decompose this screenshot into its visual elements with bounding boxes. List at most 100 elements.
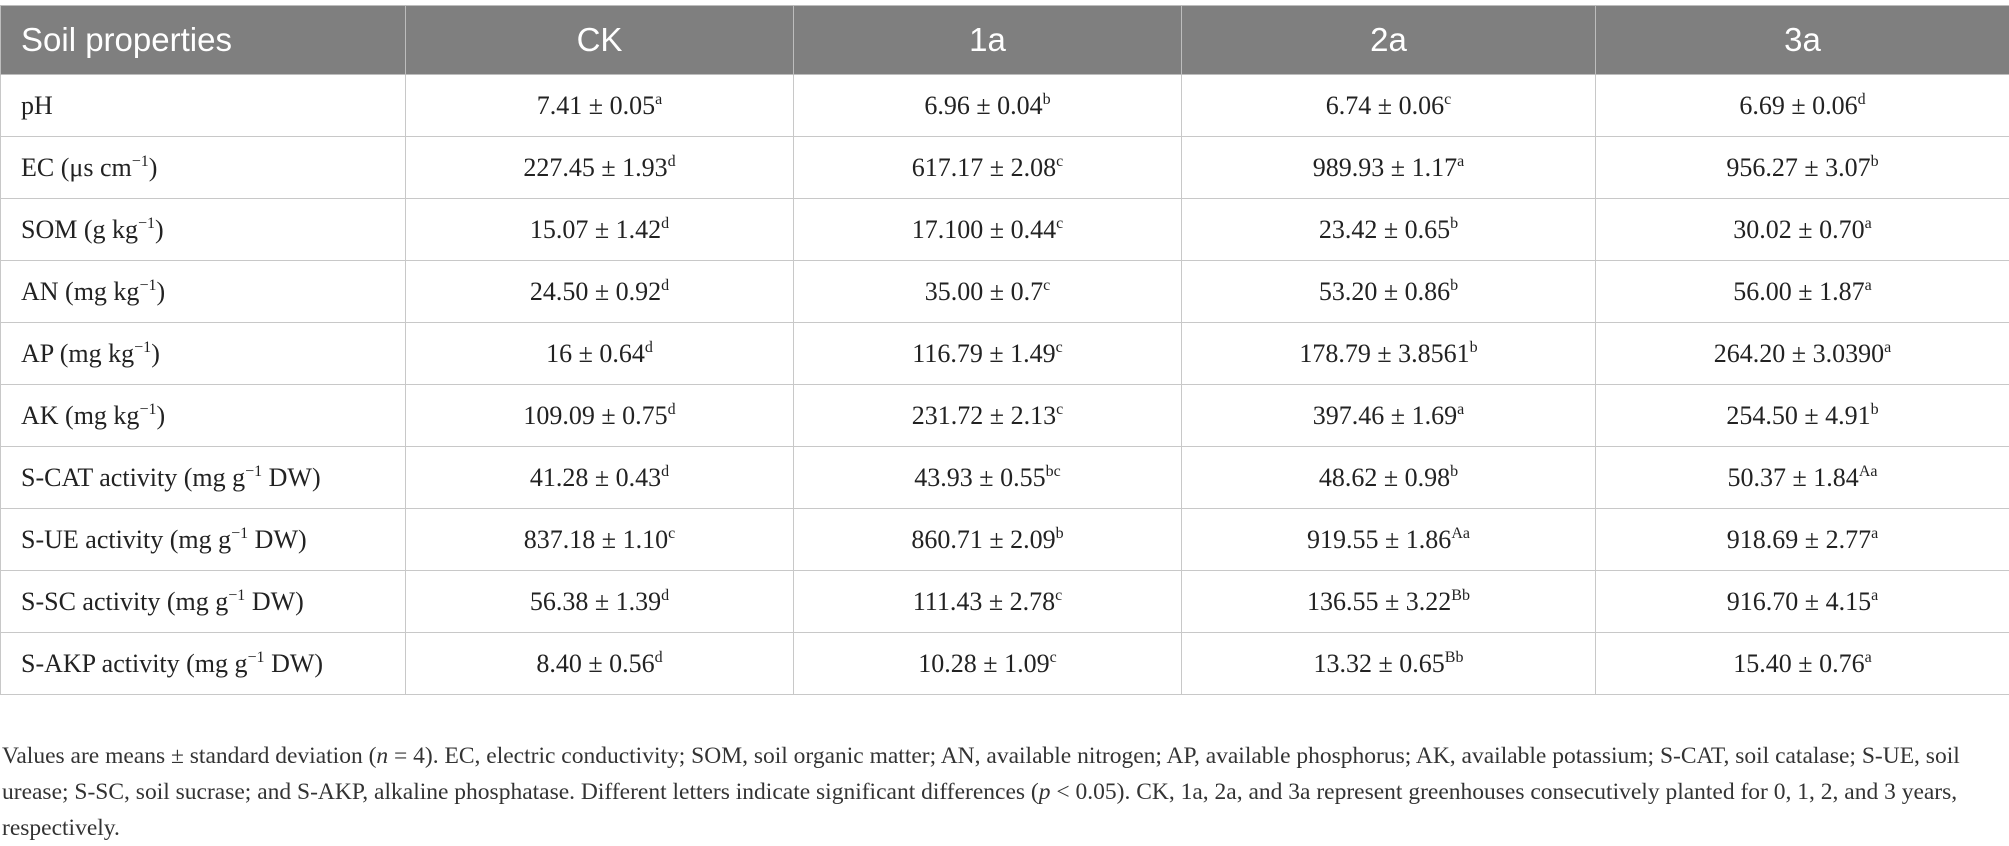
value-cell: 264.20 ± 3.0390a [1596,323,2009,385]
row-label: pH [1,75,406,137]
cell-value: 56.00 ± 1.87 [1733,277,1864,306]
row-label: S-CAT activity (mg g−1 DW) [1,447,406,509]
italic-symbol: p [1039,779,1051,805]
value-cell: 116.79 ± 1.49c [794,323,1182,385]
significance-letter: b [1450,277,1458,294]
footnote-text: Values are means ± standard deviation ( [2,743,376,769]
label-tail: ) [149,153,158,182]
significance-letter: d [655,649,663,666]
cell-value: 617.17 ± 2.08 [912,153,1056,182]
cell-value: 254.50 ± 4.91 [1726,401,1870,430]
significance-letter: a [1871,525,1878,542]
cell-value: 919.55 ± 1.86 [1307,525,1451,554]
value-cell: 231.72 ± 2.13c [794,385,1182,447]
header-cell: CK [406,6,794,75]
unit-exponent: −1 [134,339,151,356]
value-cell: 56.38 ± 1.39d [406,571,794,633]
cell-value: 24.50 ± 0.92 [530,277,661,306]
significance-letter: d [661,215,669,232]
label-text: S-SC activity (mg g [21,587,228,616]
value-cell: 56.00 ± 1.87a [1596,261,2009,323]
unit-exponent: −1 [228,587,245,604]
value-cell: 35.00 ± 0.7c [794,261,1182,323]
value-cell: 178.79 ± 3.8561b [1182,323,1596,385]
significance-letter: b [1871,401,1879,418]
cell-value: 15.40 ± 0.76 [1733,649,1864,678]
label-text: S-UE activity (mg g [21,525,231,554]
footnote: Values are means ± standard deviation (n… [2,738,1992,846]
cell-value: 35.00 ± 0.7 [925,277,1043,306]
row-label: AN (mg kg−1) [1,261,406,323]
significance-letter: d [661,463,669,480]
cell-value: 109.09 ± 0.75 [523,401,667,430]
unit-exponent: −1 [248,649,265,666]
value-cell: 43.93 ± 0.55bc [794,447,1182,509]
cell-value: 136.55 ± 3.22 [1307,587,1451,616]
page: {"table": { "header": ["Soil properties"… [0,0,2009,820]
cell-value: 111.43 ± 2.78 [913,587,1055,616]
header-cell: Soil properties [1,6,406,75]
value-cell: 10.28 ± 1.09c [794,633,1182,695]
label-text: SOM (g kg [21,215,138,244]
label-tail: ) [156,401,165,430]
cell-value: 837.18 ± 1.10 [524,525,668,554]
cell-value: 918.69 ± 2.77 [1727,525,1871,554]
cell-value: 6.74 ± 0.06 [1326,91,1444,120]
value-cell: 41.28 ± 0.43d [406,447,794,509]
label-tail: ) [155,215,164,244]
label-text: EC (μs cm [21,153,132,182]
cell-value: 43.93 ± 0.55 [914,463,1045,492]
significance-letter: d [668,401,676,418]
cell-value: 56.38 ± 1.39 [530,587,661,616]
unit-exponent: −1 [138,215,155,232]
significance-letter: c [1056,153,1063,170]
significance-letter: c [1056,401,1063,418]
cell-value: 860.71 ± 2.09 [911,525,1055,554]
significance-letter: c [668,525,675,542]
cell-value: 53.20 ± 0.86 [1319,277,1450,306]
significance-letter: c [1056,215,1063,232]
cell-value: 8.40 ± 0.56 [536,649,654,678]
cell-value: 50.37 ± 1.84 [1728,463,1859,492]
cell-value: 231.72 ± 2.13 [912,401,1056,430]
row-label: S-AKP activity (mg g−1 DW) [1,633,406,695]
cell-value: 48.62 ± 0.98 [1319,463,1450,492]
significance-letter: bc [1046,463,1061,480]
row-label: EC (μs cm−1) [1,137,406,199]
cell-value: 916.70 ± 4.15 [1727,587,1871,616]
row-label: AP (mg kg−1) [1,323,406,385]
significance-letter: a [1865,649,1872,666]
value-cell: 254.50 ± 4.91b [1596,385,2009,447]
value-cell: 16 ± 0.64d [406,323,794,385]
significance-letter: a [1884,339,1891,356]
significance-letter: Bb [1445,649,1464,666]
significance-letter: b [1043,91,1051,108]
significance-letter: d [661,587,669,604]
significance-letter: d [645,339,653,356]
value-cell: 15.40 ± 0.76a [1596,633,2009,695]
cell-value: 15.07 ± 1.42 [530,215,661,244]
label-tail: ) [156,277,165,306]
cell-value: 264.20 ± 3.0390 [1714,339,1884,368]
value-cell: 30.02 ± 0.70a [1596,199,2009,261]
value-cell: 617.17 ± 2.08c [794,137,1182,199]
significance-letter: b [1450,463,1458,480]
significance-letter: d [668,153,676,170]
header-cell: 2a [1182,6,1596,75]
value-cell: 837.18 ± 1.10c [406,509,794,571]
cell-value: 7.41 ± 0.05 [537,91,655,120]
value-cell: 109.09 ± 0.75d [406,385,794,447]
label-tail: DW) [262,463,320,492]
value-cell: 7.41 ± 0.05a [406,75,794,137]
label-text: S-AKP activity (mg g [21,649,248,678]
value-cell: 17.100 ± 0.44c [794,199,1182,261]
value-cell: 8.40 ± 0.56d [406,633,794,695]
